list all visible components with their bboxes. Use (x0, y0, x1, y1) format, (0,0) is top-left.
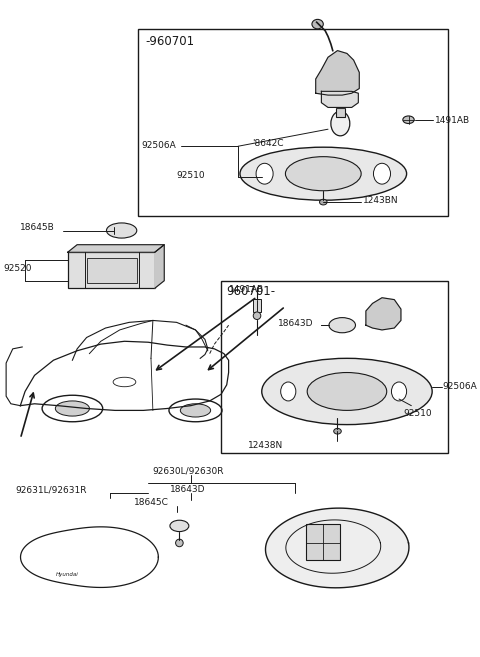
Polygon shape (155, 244, 164, 288)
Text: 18643D: 18643D (278, 319, 314, 328)
Polygon shape (68, 244, 164, 252)
Ellipse shape (170, 520, 189, 532)
Text: 1243BN: 1243BN (363, 196, 399, 206)
Ellipse shape (55, 401, 89, 416)
Ellipse shape (392, 382, 407, 401)
Ellipse shape (320, 199, 327, 205)
Ellipse shape (107, 223, 137, 238)
Text: 92506A: 92506A (142, 141, 176, 150)
Text: 92510: 92510 (404, 409, 432, 417)
Bar (253, 299, 261, 312)
Ellipse shape (262, 358, 432, 424)
Bar (336, 108, 345, 117)
Bar (68, 252, 155, 288)
Text: 92506A: 92506A (443, 382, 477, 391)
Text: '8642C: '8642C (252, 139, 284, 148)
Text: 960701-: 960701- (227, 285, 276, 298)
Ellipse shape (42, 396, 103, 422)
Text: 18643D: 18643D (170, 485, 205, 494)
Ellipse shape (373, 164, 391, 184)
Ellipse shape (169, 399, 222, 422)
Bar (86, 258, 137, 283)
Bar (221, 281, 448, 453)
Ellipse shape (180, 404, 211, 417)
Text: 92520: 92520 (3, 263, 32, 273)
Ellipse shape (256, 164, 273, 184)
Text: 92510: 92510 (177, 171, 205, 180)
Ellipse shape (312, 19, 324, 29)
Ellipse shape (281, 382, 296, 401)
Ellipse shape (176, 539, 183, 547)
Text: 12438N: 12438N (248, 441, 283, 449)
Text: 18645C: 18645C (134, 499, 169, 507)
Polygon shape (316, 51, 359, 95)
Polygon shape (265, 508, 409, 588)
Text: -960701: -960701 (145, 35, 194, 47)
Text: 1491AB: 1491AB (228, 285, 264, 294)
Bar (306, 524, 340, 560)
Text: 18645B: 18645B (20, 223, 55, 232)
Polygon shape (366, 298, 401, 330)
Ellipse shape (403, 116, 414, 124)
Ellipse shape (253, 312, 261, 319)
Ellipse shape (334, 428, 341, 434)
Bar (138, 29, 448, 216)
Text: 92631L/92631R: 92631L/92631R (15, 485, 87, 494)
Text: Hyundai: Hyundai (56, 572, 79, 577)
Ellipse shape (240, 147, 407, 200)
Ellipse shape (329, 317, 356, 332)
Ellipse shape (286, 156, 361, 191)
Ellipse shape (331, 111, 350, 136)
Ellipse shape (307, 373, 387, 411)
Polygon shape (322, 91, 359, 108)
Text: 92630L/92630R: 92630L/92630R (153, 466, 224, 475)
Text: 1491AB: 1491AB (435, 116, 470, 125)
